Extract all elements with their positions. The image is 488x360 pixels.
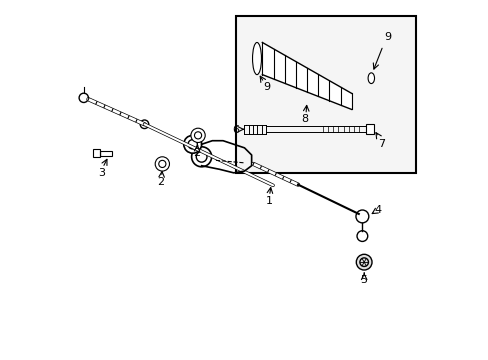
- Circle shape: [356, 254, 371, 270]
- Ellipse shape: [367, 73, 374, 84]
- Text: 6: 6: [232, 125, 239, 135]
- Text: 2: 2: [157, 177, 164, 187]
- Ellipse shape: [252, 42, 261, 75]
- Bar: [93, 149, 100, 157]
- Text: 7: 7: [378, 139, 385, 149]
- Bar: [100, 151, 112, 156]
- Circle shape: [355, 210, 368, 223]
- Bar: [235, 16, 415, 173]
- Circle shape: [155, 157, 169, 171]
- Circle shape: [79, 93, 88, 103]
- Circle shape: [190, 128, 205, 143]
- Text: 9: 9: [263, 82, 270, 92]
- Text: 5: 5: [360, 275, 367, 285]
- Text: 1: 1: [265, 197, 272, 206]
- Text: 9: 9: [383, 32, 390, 42]
- Text: 8: 8: [301, 114, 308, 124]
- Text: 3: 3: [98, 168, 105, 178]
- Text: 4: 4: [374, 205, 381, 215]
- Circle shape: [183, 135, 201, 153]
- Polygon shape: [262, 42, 351, 109]
- Bar: [365, 124, 373, 134]
- Circle shape: [140, 120, 148, 129]
- Circle shape: [191, 147, 211, 167]
- Text: 2: 2: [192, 148, 200, 158]
- Circle shape: [356, 231, 367, 242]
